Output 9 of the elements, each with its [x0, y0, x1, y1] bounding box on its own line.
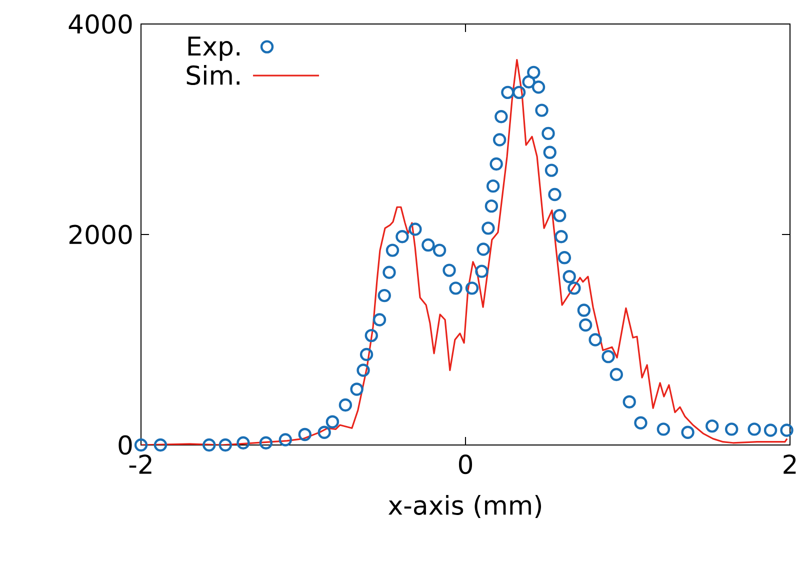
x-tick-label: -2: [129, 454, 152, 474]
legend-label: Exp.: [188, 36, 240, 61]
x-axis-title: x-axis (mm): [388, 494, 542, 518]
x-tick-label: 2: [784, 454, 796, 474]
x-tick-label: 0: [458, 454, 472, 474]
y-tick-label: 0: [118, 435, 132, 455]
y-tick-label: 4000: [68, 14, 132, 34]
y-tick-label: 2000: [69, 224, 132, 244]
legend-label: Sim.: [186, 64, 240, 86]
